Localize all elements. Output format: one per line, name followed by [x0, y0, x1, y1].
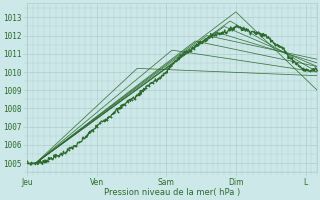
X-axis label: Pression niveau de la mer( hPa ): Pression niveau de la mer( hPa ) [104, 188, 240, 197]
